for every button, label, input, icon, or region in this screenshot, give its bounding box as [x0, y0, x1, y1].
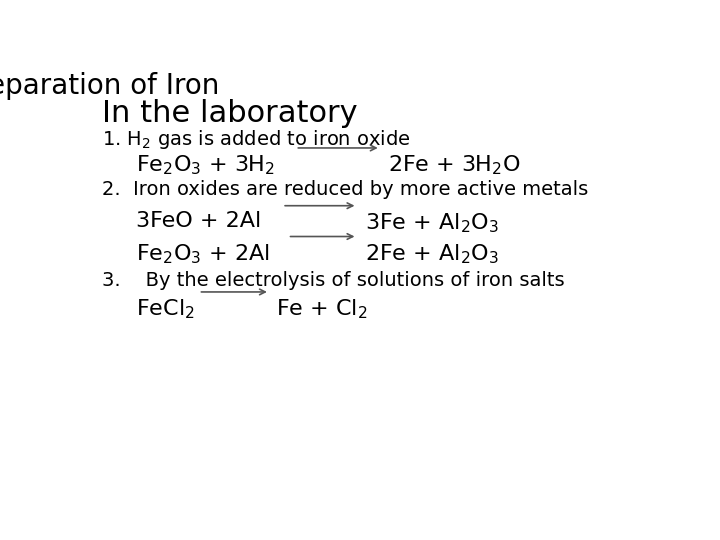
Text: Fe + Cl$_2$: Fe + Cl$_2$	[276, 298, 367, 321]
Text: 3.    By the electrolysis of solutions of iron salts: 3. By the electrolysis of solutions of i…	[102, 271, 564, 290]
Text: FeCl$_2$: FeCl$_2$	[137, 298, 195, 321]
Text: 2Fe + Al$_2$O$_3$: 2Fe + Al$_2$O$_3$	[365, 242, 499, 266]
Text: In the laboratory: In the laboratory	[102, 99, 357, 127]
Text: 1. H$_2$ gas is added to iron oxide: 1. H$_2$ gas is added to iron oxide	[102, 128, 410, 151]
Text: Preparation of Iron: Preparation of Iron	[0, 72, 220, 100]
Text: 3Fe + Al$_2$O$_3$: 3Fe + Al$_2$O$_3$	[365, 211, 499, 235]
Text: 2Fe + 3H$_2$O: 2Fe + 3H$_2$O	[388, 153, 521, 177]
Text: 3FeO + 2Al: 3FeO + 2Al	[137, 211, 262, 231]
Text: Fe$_2$O$_3$ + 2Al: Fe$_2$O$_3$ + 2Al	[137, 242, 270, 266]
Text: 2.  Iron oxides are reduced by more active metals: 2. Iron oxides are reduced by more activ…	[102, 180, 588, 199]
Text: Fe$_2$O$_3$ + 3H$_2$: Fe$_2$O$_3$ + 3H$_2$	[137, 153, 275, 177]
